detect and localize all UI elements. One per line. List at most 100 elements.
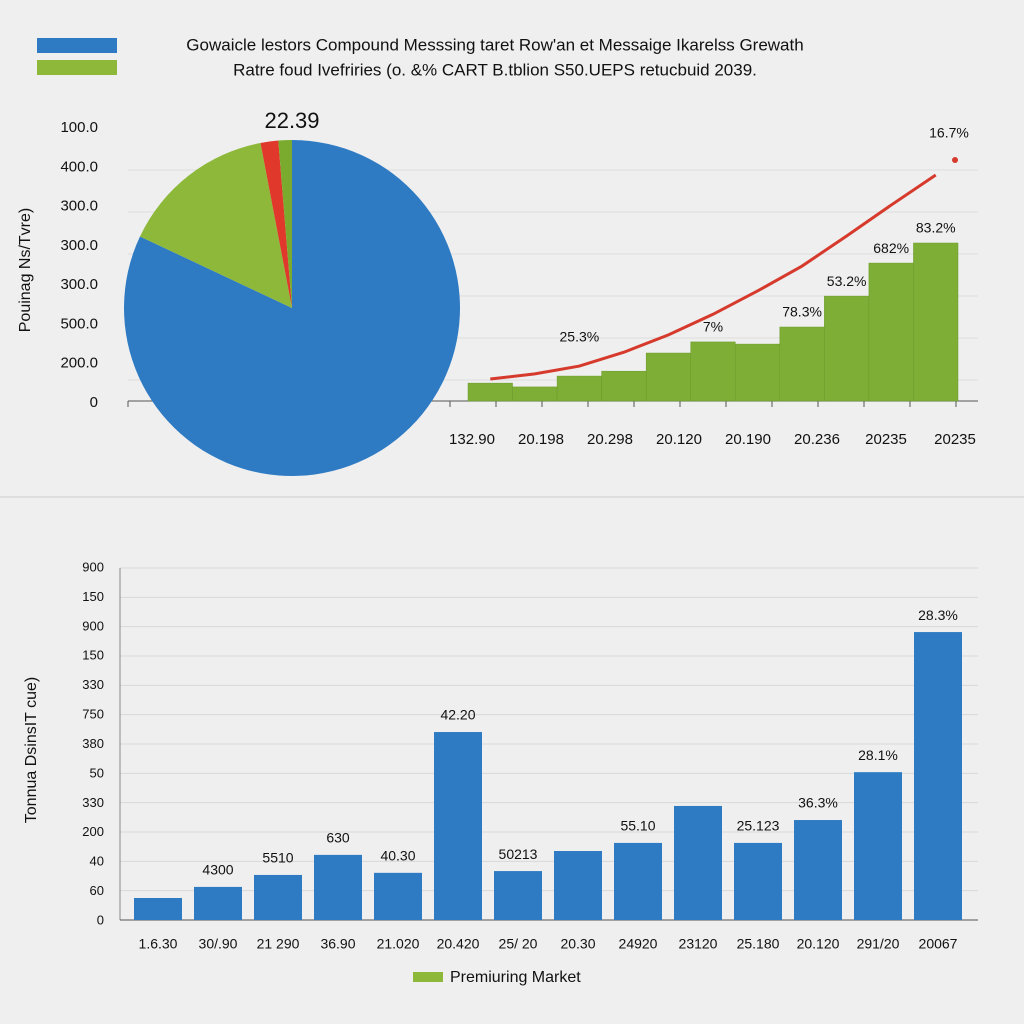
- chart-subtitle: Ratre foud Ivefriries (o. &% CART B.tbli…: [233, 60, 757, 79]
- y-tick-label: 380: [82, 736, 104, 751]
- data-label: 25.123: [737, 818, 780, 834]
- bar: [314, 854, 362, 920]
- line: [490, 173, 937, 381]
- bar: [554, 851, 602, 920]
- legend-swatch: [37, 60, 117, 75]
- x-tick-label: 20.420: [437, 936, 480, 952]
- annotation: 83.2%: [916, 220, 956, 236]
- y-tick-label: 200.0: [60, 355, 98, 372]
- x-tick-label: 20067: [919, 936, 958, 952]
- annotation: 682%: [873, 240, 909, 256]
- x-tick-label: 25/ 20: [499, 936, 538, 952]
- bar: [914, 632, 962, 920]
- y-tick-label: 300.0: [60, 276, 98, 293]
- data-label: 36.3%: [798, 795, 838, 811]
- bar: [556, 375, 602, 402]
- y-tick-label: 0: [90, 394, 98, 411]
- x-tick-label: 20.198: [518, 431, 564, 448]
- x-tick-label: 36.90: [320, 936, 355, 952]
- bar: [494, 871, 542, 920]
- x-tick-label: 30/.90: [199, 936, 238, 952]
- y-tick-label: 300.0: [60, 237, 98, 254]
- bar: [467, 382, 513, 402]
- data-label: 28.1%: [858, 747, 898, 763]
- y-tick-label: 750: [82, 707, 104, 722]
- bar: [434, 732, 482, 920]
- annotation: 78.3%: [782, 304, 822, 320]
- bar: [645, 352, 691, 402]
- annotation: 53.2%: [827, 273, 867, 289]
- x-tick-label: 20.120: [797, 936, 840, 952]
- bar: [614, 842, 662, 920]
- legend-label: Premiuring Market: [450, 969, 581, 986]
- pie-label: 22.39: [264, 108, 319, 133]
- x-tick-label: 23120: [679, 936, 718, 952]
- bar: [254, 874, 302, 920]
- y-tick-label: 100.0: [60, 119, 98, 136]
- bar: [779, 326, 825, 402]
- x-tick-label: 132.90: [449, 431, 495, 448]
- bar: [674, 805, 722, 920]
- bar: [868, 262, 914, 402]
- pie-slice: [278, 140, 292, 308]
- pie-slice: [260, 140, 292, 308]
- y-tick-label: 60: [90, 883, 104, 898]
- annotation: 16.7%: [929, 125, 969, 141]
- bar: [824, 295, 870, 402]
- x-tick-label: 20.190: [725, 431, 771, 448]
- y-axis-title: Tonnua DsinsIT cue): [23, 677, 40, 823]
- legend-swatch: [413, 972, 443, 982]
- bar: [512, 386, 558, 402]
- y-tick-label: 300.0: [60, 198, 98, 215]
- x-tick-label: 24920: [619, 936, 658, 952]
- x-tick-label: 20.236: [794, 431, 840, 448]
- data-label: 630: [326, 830, 350, 846]
- y-tick-label: 900: [82, 618, 104, 633]
- x-tick-label: 20235: [865, 431, 907, 448]
- pie-slice: [139, 142, 292, 308]
- y-tick-label: 200: [82, 824, 104, 839]
- data-label: 40.30: [380, 848, 415, 864]
- x-tick-label: 25.180: [737, 936, 780, 952]
- data-label: 4300: [202, 862, 233, 878]
- y-tick-label: 40: [90, 854, 104, 869]
- x-tick-label: 20.120: [656, 431, 702, 448]
- bar: [854, 772, 902, 920]
- bar: [794, 820, 842, 920]
- bar: [601, 370, 647, 402]
- annotation: 25.3%: [560, 329, 600, 345]
- x-tick-label: 21.020: [377, 936, 420, 952]
- data-label: 5510: [262, 850, 293, 866]
- x-tick-label: 1.6.30: [139, 936, 178, 952]
- bar: [690, 341, 736, 402]
- data-label: 50213: [499, 846, 538, 862]
- annotation: 7%: [703, 319, 723, 335]
- y-axis-title: Pouinag Ns/Tvre): [17, 208, 34, 333]
- y-tick-label: 150: [82, 589, 104, 604]
- bar: [374, 872, 422, 920]
- x-tick-label: 20.298: [587, 431, 633, 448]
- data-label: 42.20: [440, 707, 475, 723]
- x-tick-label: 21 290: [257, 936, 300, 952]
- line-end: [952, 157, 958, 163]
- bar: [735, 343, 781, 402]
- x-tick-label: 291/20: [857, 936, 900, 952]
- y-tick-label: 150: [82, 648, 104, 663]
- chart-title: Gowaicle lestors Compound Messsing taret…: [186, 35, 803, 54]
- y-tick-label: 900: [82, 559, 104, 574]
- y-tick-label: 500.0: [60, 315, 98, 332]
- x-tick-label: 20235: [934, 431, 976, 448]
- y-tick-label: 330: [82, 677, 104, 692]
- data-label: 55.10: [620, 818, 655, 834]
- bar: [913, 242, 959, 402]
- y-tick-label: 50: [90, 765, 104, 780]
- y-tick-label: 0: [97, 912, 104, 927]
- bar: [134, 898, 182, 920]
- legend-swatch: [37, 38, 117, 53]
- y-tick-label: 330: [82, 795, 104, 810]
- x-tick-label: 20.30: [560, 936, 595, 952]
- bar: [734, 842, 782, 920]
